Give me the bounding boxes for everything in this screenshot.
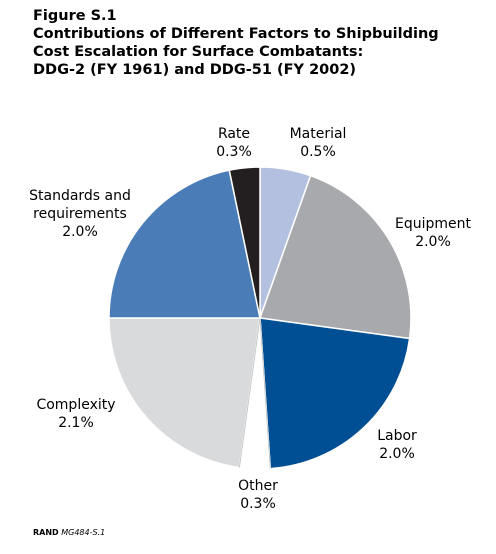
credit-org: RAND [33, 528, 59, 537]
slice-name-equipment: Equipment [395, 216, 472, 232]
slice-label-labor: Labor 2.0% [377, 428, 417, 462]
slice-name-other: Other [238, 478, 278, 494]
slice-value-standards-and-requirements: 2.0% [62, 224, 98, 240]
slice-name-material: Material [290, 126, 347, 142]
figure-title-line-1: Contributions of Different Factors to Sh… [33, 26, 439, 42]
credit-code: MG484-S.1 [61, 528, 106, 537]
pie-slice-standards-and-requirements [108, 169, 261, 319]
slice-value-rate: 0.3% [216, 144, 252, 160]
slice-label-material: Material 0.5% [290, 126, 347, 160]
slice-value-other: 0.3% [240, 496, 276, 512]
pie-slice-equipment [258, 174, 412, 340]
slice-label-equipment: Equipment 2.0% [395, 216, 472, 250]
figure-title-line-3: DDG-2 (FY 1961) and DDG-51 (FY 2002) [33, 62, 357, 78]
pie-slice-complexity [108, 317, 261, 469]
slice-label-complexity: Complexity 2.1% [36, 397, 115, 431]
figure-title-line-2: Cost Escalation for Surface Combatants: [33, 44, 364, 60]
slice-label-rate: Rate 0.3% [216, 126, 252, 160]
pie-slice-labor [259, 317, 411, 470]
figure-credit: RAND MG484-S.1 [33, 528, 105, 537]
slice-value-labor: 2.0% [379, 446, 415, 462]
slice-name-complexity: Complexity [36, 397, 115, 413]
figure-header: Figure S.1 Contributions of Different Fa… [33, 7, 473, 79]
slice-value-equipment: 2.0% [415, 234, 451, 250]
slice-name-standards-and-requirements: Standards and [29, 188, 131, 204]
slice-name-rate: Rate [218, 126, 250, 142]
slice-name-labor: Labor [377, 428, 417, 444]
slice-value-complexity: 2.1% [58, 415, 94, 431]
figure-label: Figure S.1 [33, 8, 117, 24]
slice-label-other: Other 0.3% [238, 478, 278, 512]
slice-label-standards-and-requirements: Standards and requirements 2.0% [29, 188, 131, 240]
slice-value-material: 0.5% [300, 144, 336, 160]
pie-slice-rate [228, 166, 261, 319]
slice-name-standards-and-requirements: requirements [33, 206, 127, 222]
pie-slice-edge-other [239, 317, 271, 469]
